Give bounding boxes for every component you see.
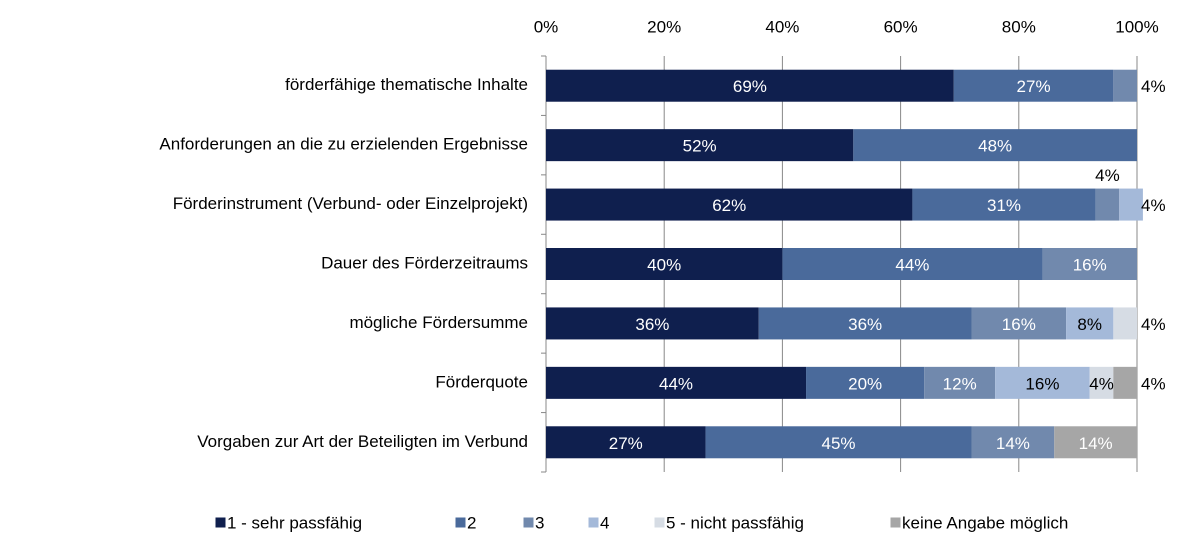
x-tick-label: 0%: [534, 17, 559, 36]
data-label: 4%: [1089, 374, 1114, 393]
data-label: 45%: [822, 434, 856, 453]
data-label: 20%: [848, 374, 882, 393]
bar-segment: [1054, 426, 1137, 459]
data-label: 4%: [1141, 374, 1166, 393]
legend-swatch: [653, 516, 666, 529]
legend-label: 4: [600, 513, 609, 532]
bar-segment: [782, 248, 1043, 280]
data-label: 16%: [1073, 255, 1107, 274]
bar-segment: [546, 248, 783, 280]
data-label: 4%: [1095, 166, 1120, 185]
legend-label: keine Angabe möglich: [902, 513, 1068, 532]
bar-segment: [912, 188, 1096, 221]
x-tick-label: 80%: [1002, 17, 1036, 36]
data-label: 27%: [609, 434, 643, 453]
data-label: 12%: [943, 374, 977, 393]
data-label: 16%: [1002, 315, 1036, 334]
category-label: Förderinstrument (Verbund- oder Einzelpr…: [173, 194, 528, 213]
bar-segment: [1089, 366, 1114, 399]
legend-label: 1 - sehr passfähig: [227, 513, 362, 532]
data-label: 48%: [978, 137, 1012, 156]
bar-segment: [705, 426, 972, 459]
bar-segment: [546, 426, 706, 459]
bar-segment: [1042, 248, 1137, 280]
data-label: 44%: [659, 374, 693, 393]
category-label: Förderquote: [435, 372, 528, 391]
legend-swatch: [889, 516, 902, 529]
legend-label: 3: [535, 513, 544, 532]
bar-segment: [924, 366, 996, 399]
bar-segment: [853, 129, 1137, 162]
data-label: 36%: [635, 315, 669, 334]
bar-segment: [546, 366, 807, 399]
bar-segment: [1095, 188, 1120, 221]
bar-segment: [1113, 69, 1137, 102]
bar-segment: [546, 188, 913, 221]
data-label: 44%: [895, 255, 929, 274]
bar-segment: [758, 307, 972, 340]
data-label: 14%: [996, 434, 1030, 453]
data-label: 4%: [1141, 196, 1166, 215]
bar-segment: [546, 307, 759, 340]
data-label: 27%: [1017, 77, 1051, 96]
category-label: mögliche Fördersumme: [349, 313, 528, 332]
bar-segment: [953, 69, 1114, 102]
bar-segment: [971, 307, 1067, 340]
bar-segment: [1119, 188, 1143, 221]
data-label: 4%: [1141, 315, 1166, 334]
data-label: 69%: [733, 77, 767, 96]
legend-swatch: [454, 516, 467, 529]
legend-label: 2: [467, 513, 476, 532]
legend-swatch: [522, 516, 535, 529]
data-label: 14%: [1079, 434, 1113, 453]
data-label: 36%: [848, 315, 882, 334]
bar-segment: [1113, 366, 1137, 399]
data-label: 16%: [1025, 374, 1059, 393]
x-tick-label: 60%: [884, 17, 918, 36]
bar-segment: [1066, 307, 1114, 340]
bar-segment: [995, 366, 1090, 399]
category-label: Vorgaben zur Art der Beteiligten im Verb…: [197, 432, 528, 451]
data-label: 31%: [987, 196, 1021, 215]
bar-segment: [971, 426, 1055, 459]
x-tick-label: 20%: [647, 17, 681, 36]
legend-label: 5 - nicht passfähig: [666, 513, 804, 532]
category-label: förderfähige thematische Inhalte: [285, 75, 528, 94]
legend-swatch: [214, 516, 227, 529]
bar-segment: [546, 69, 954, 102]
bar-segment: [806, 366, 925, 399]
legend-swatch: [587, 516, 600, 529]
bar-segment: [1113, 307, 1137, 340]
data-label: 8%: [1077, 315, 1102, 334]
x-tick-label: 40%: [765, 17, 799, 36]
x-tick-label: 100%: [1115, 17, 1158, 36]
category-label: Dauer des Förderzeitraums: [321, 253, 528, 272]
data-label: 40%: [647, 255, 681, 274]
data-label: 52%: [683, 137, 717, 156]
data-label: 62%: [712, 196, 746, 215]
data-label: 4%: [1141, 77, 1166, 96]
category-label: Anforderungen an die zu erzielenden Erge…: [159, 135, 528, 154]
bar-segment: [546, 129, 854, 162]
